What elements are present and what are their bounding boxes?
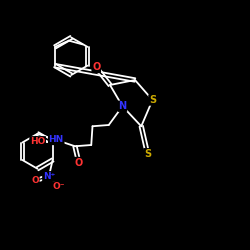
Text: O: O [31,176,39,185]
Text: O: O [92,62,100,72]
Text: S: S [144,149,151,159]
Text: HO: HO [30,137,45,146]
Text: N⁺: N⁺ [43,172,55,181]
Text: S: S [149,95,156,105]
Text: HN: HN [48,136,64,144]
Text: O: O [74,158,83,168]
Text: O⁻: O⁻ [52,182,65,191]
Text: N: N [118,101,126,111]
